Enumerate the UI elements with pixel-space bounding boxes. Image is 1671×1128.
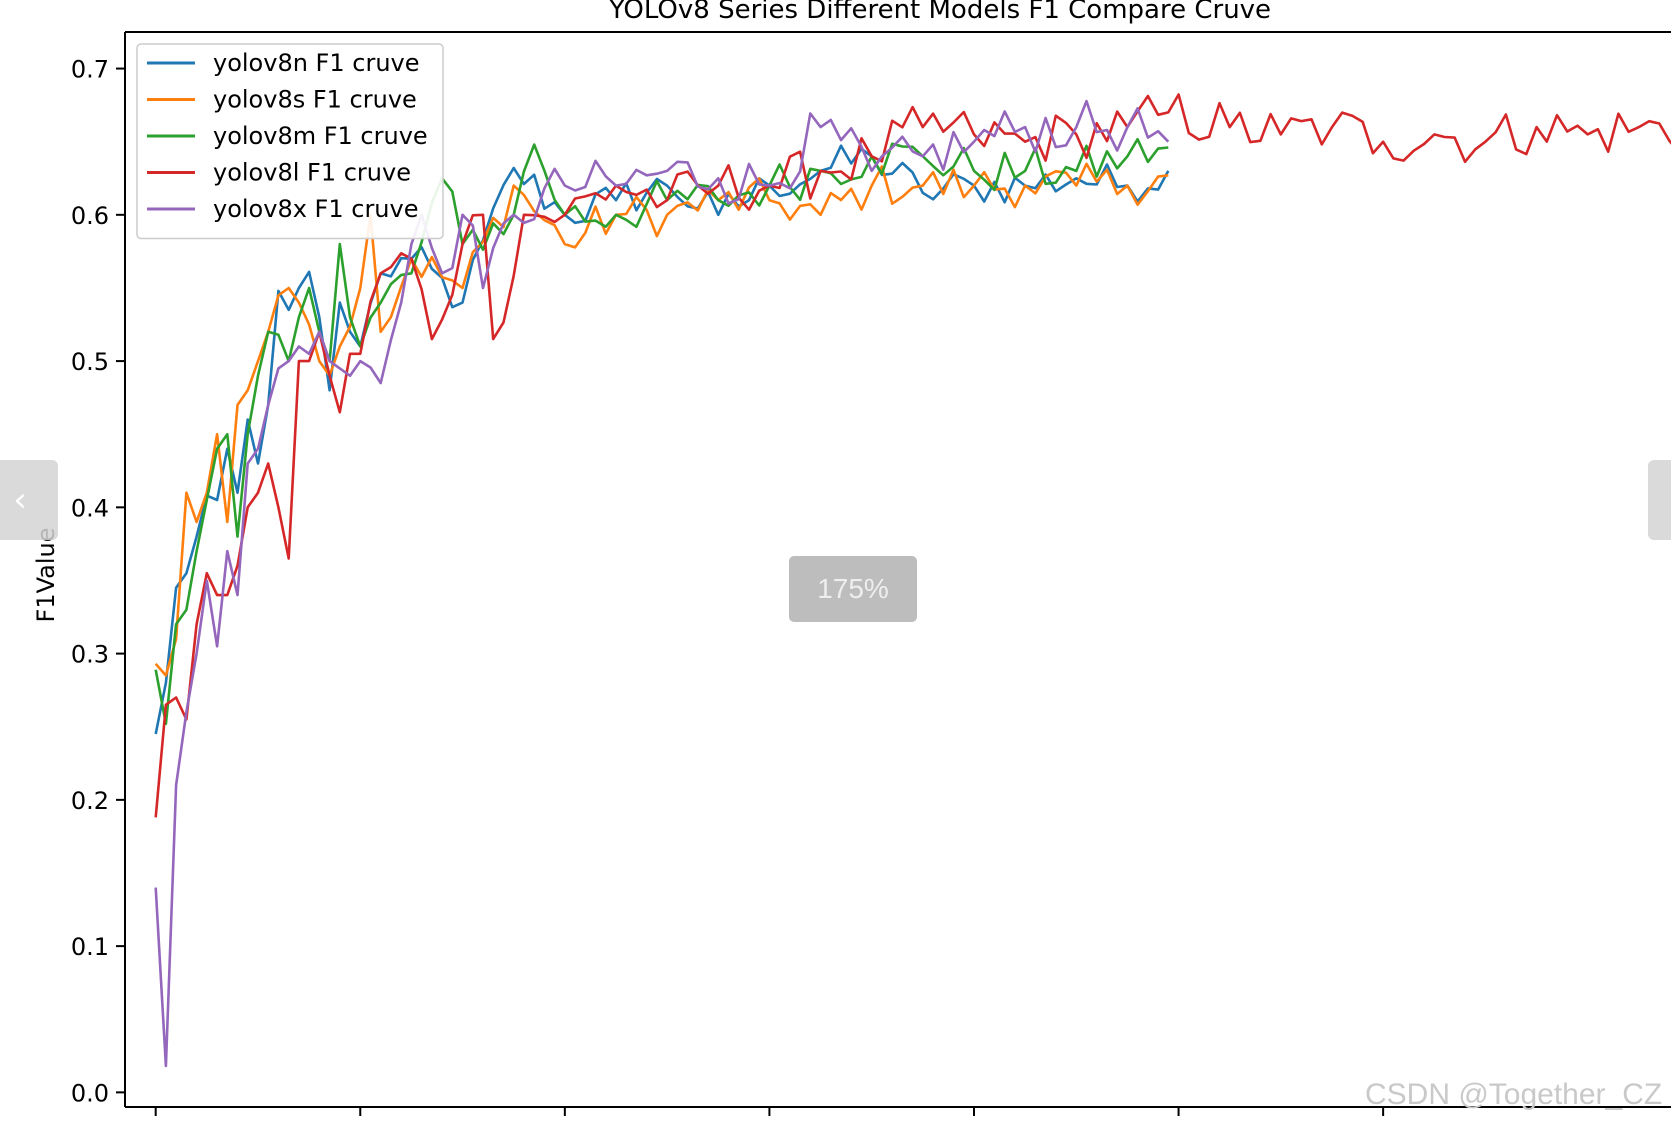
y-tick-label: 0.4: [71, 494, 109, 522]
zoom-level-badge: 175%: [789, 556, 917, 622]
legend-entry: yolov8x F1 cruve: [213, 195, 419, 223]
series-line: [154, 99, 1170, 1068]
next-image-button[interactable]: [1648, 460, 1671, 540]
legend-entry: yolov8m F1 cruve: [213, 122, 428, 150]
legend-entry: yolov8l F1 cruve: [213, 159, 411, 187]
y-axis-label: F1Value: [32, 528, 60, 623]
series-line: [154, 93, 1671, 818]
y-tick-label: 0.0: [71, 1079, 109, 1107]
y-tick-label: 0.7: [71, 56, 109, 84]
prev-image-button[interactable]: ‹: [0, 460, 58, 540]
series-line: [154, 162, 1169, 677]
y-tick-label: 0.3: [71, 641, 109, 669]
legend-box: [136, 43, 444, 240]
y-tick-label: 0.2: [71, 787, 109, 815]
axes: 0.0 0.1 0.2 0.3 0.4 0.5 0.6 0.7: [71, 31, 1671, 1116]
legend-entry: yolov8n F1 cruve: [213, 49, 420, 77]
watermark: CSDN @Together_CZ: [1365, 1078, 1663, 1111]
y-tick-label: 0.5: [71, 348, 109, 376]
legend-entry: yolov8s F1 cruve: [213, 86, 417, 114]
series-lines: [154, 93, 1671, 1068]
chart-title: YOLOv8 Series Different Models F1 Compar…: [608, 0, 1271, 25]
legend: yolov8n F1 cruve yolov8s F1 cruve yolov8m …: [136, 43, 444, 240]
y-tick-label: 0.6: [71, 202, 109, 230]
chevron-left-icon: ‹: [13, 480, 27, 520]
y-tick-label: 0.1: [71, 933, 109, 961]
